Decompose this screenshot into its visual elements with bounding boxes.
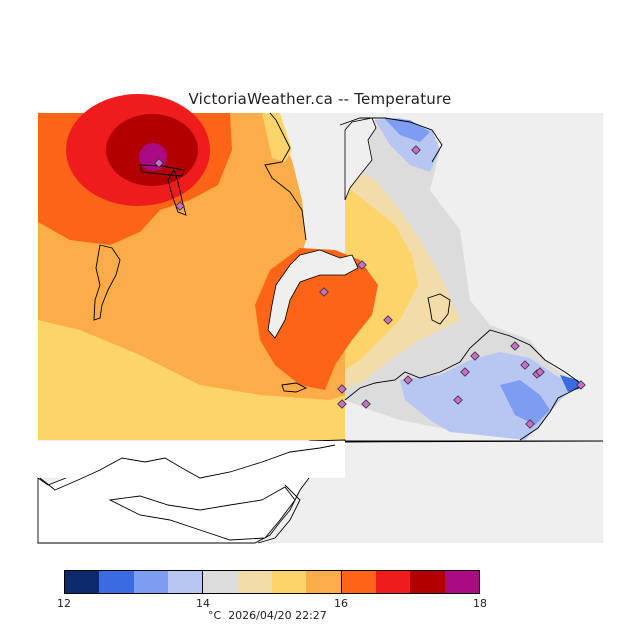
haro-strait-water xyxy=(344,117,377,201)
station-marker xyxy=(525,419,535,429)
legend-swatch xyxy=(271,571,307,593)
station-marker xyxy=(357,260,367,270)
station-marker xyxy=(576,380,586,390)
map-title: VictoriaWeather.ca -- Temperature xyxy=(188,90,452,108)
station-marker xyxy=(510,341,520,351)
band-hot-core xyxy=(139,143,167,171)
band-east-blue-mid-north xyxy=(384,118,430,142)
band-north-yellow xyxy=(262,113,292,162)
map-white-lower xyxy=(38,441,345,478)
band-east-blue-mid xyxy=(500,380,550,425)
station-marker xyxy=(154,158,164,168)
legend-swatch xyxy=(410,571,445,593)
water xyxy=(267,117,377,339)
band-southwest-yellow xyxy=(38,320,345,440)
island-north-strait xyxy=(139,164,185,177)
station-marker xyxy=(470,351,480,361)
saanich-inlet-water xyxy=(267,249,359,339)
legend-swatch xyxy=(444,571,479,593)
legend-tick: 12 xyxy=(57,597,71,610)
legend-tick: 14 xyxy=(196,597,210,610)
legend-swatch xyxy=(167,571,204,593)
station-marker xyxy=(175,201,185,211)
legend-swatch xyxy=(375,571,411,593)
island-inlet xyxy=(281,382,308,393)
island-central xyxy=(167,168,187,216)
station-marker xyxy=(453,395,463,405)
station-marker xyxy=(403,375,413,385)
temperature-field xyxy=(38,94,582,440)
station-marker xyxy=(319,287,329,297)
legend-swatch xyxy=(237,571,272,593)
station-marker xyxy=(460,367,470,377)
legend-swatch xyxy=(65,571,100,593)
station-marker xyxy=(535,367,545,377)
station-marker xyxy=(337,399,347,409)
timestamp: 2026/04/20 22:27 xyxy=(228,609,327,622)
station-marker xyxy=(383,315,393,325)
station-marker xyxy=(337,384,347,394)
footer: °C 2026/04/20 22:27 xyxy=(208,609,327,622)
station-marker xyxy=(520,360,530,370)
legend-swatch xyxy=(203,571,238,593)
legend-swatch xyxy=(306,571,342,593)
legend-tick: 16 xyxy=(334,597,348,610)
coastline xyxy=(93,112,584,441)
station-marker xyxy=(411,145,421,155)
station-markers xyxy=(154,145,586,429)
island-east xyxy=(427,293,451,325)
band-east-blue-dark xyxy=(560,375,582,392)
legend-swatch xyxy=(341,571,376,593)
unit-label: °C xyxy=(208,609,222,622)
legend-swatch xyxy=(133,571,168,593)
station-marker xyxy=(361,399,371,409)
color-legend xyxy=(64,570,480,594)
island-west xyxy=(93,244,121,321)
legend-swatch xyxy=(99,571,134,593)
legend-tick: 18 xyxy=(473,597,487,610)
